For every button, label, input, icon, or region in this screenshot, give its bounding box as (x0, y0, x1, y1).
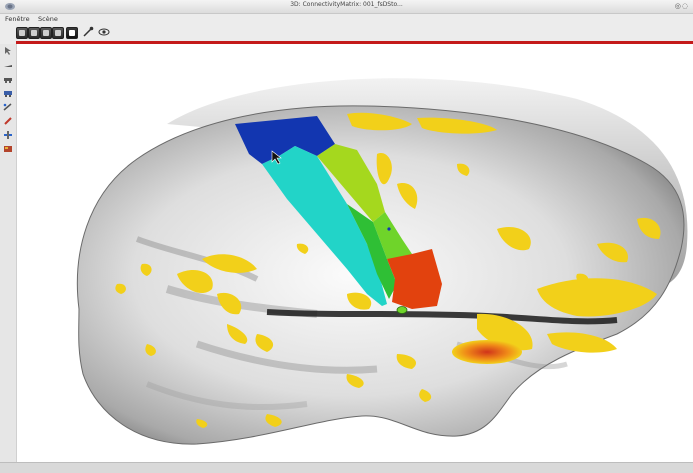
menu-fenetre[interactable]: Fenêtre (5, 15, 30, 23)
palette-icon[interactable] (3, 144, 13, 154)
car-icon[interactable] (3, 74, 13, 84)
car-blue-icon[interactable] (3, 88, 13, 98)
view-icon (69, 30, 75, 36)
window-controls[interactable]: ◎◌ (675, 2, 689, 10)
view-icon (19, 30, 25, 36)
view-icon (31, 30, 37, 36)
view-left-button[interactable] (40, 27, 52, 39)
sulcus-fold (145, 381, 308, 411)
side-toolbar (0, 44, 17, 472)
pointer-icon[interactable] (3, 46, 13, 56)
view-front-button[interactable] (16, 27, 28, 39)
cluster-orange (387, 249, 442, 309)
cluster-marker (387, 227, 391, 231)
sulcus-fold (135, 236, 259, 282)
view-icon (43, 30, 49, 36)
title-bar: 3D: ConnectivityMatrix: 001_fsDSto... ◎◌ (0, 0, 693, 14)
view-top-button[interactable] (66, 27, 78, 39)
slice-icon[interactable] (3, 130, 13, 140)
cluster-green (373, 212, 412, 264)
sulcus-fold (195, 340, 378, 374)
view-icon (55, 30, 61, 36)
mouse-cursor-icon (271, 150, 282, 165)
cluster-blue (235, 116, 335, 164)
3d-viewport[interactable] (17, 44, 693, 462)
measure-icon[interactable] (3, 102, 13, 112)
toolbar (16, 26, 693, 40)
menu-bar: Fenêtre Scène (0, 14, 693, 24)
view-back-button[interactable] (28, 27, 40, 39)
cluster-cyan (262, 146, 387, 306)
close-icon[interactable]: ◌ (681, 2, 689, 10)
activation-overlay (115, 112, 661, 428)
cluster-yellowgreen (317, 144, 385, 222)
pen-icon[interactable] (3, 116, 13, 126)
menu-scene[interactable]: Scène (38, 15, 58, 23)
brain-surface-render[interactable] (17, 44, 693, 462)
seed-point[interactable] (396, 306, 408, 314)
cluster-darkgreen (347, 204, 397, 299)
view-right-button[interactable] (52, 27, 64, 39)
minimize-icon[interactable]: ◎ (674, 2, 682, 10)
app-icon (5, 3, 15, 10)
plane-icon[interactable] (3, 60, 13, 70)
status-bar (0, 462, 693, 473)
eye-icon[interactable] (98, 27, 110, 37)
activation-hotspot (452, 340, 522, 364)
window-title: 3D: ConnectivityMatrix: 001_fsDSto... (290, 1, 403, 8)
viewport-border (16, 41, 693, 44)
tool-icon[interactable] (82, 26, 94, 38)
